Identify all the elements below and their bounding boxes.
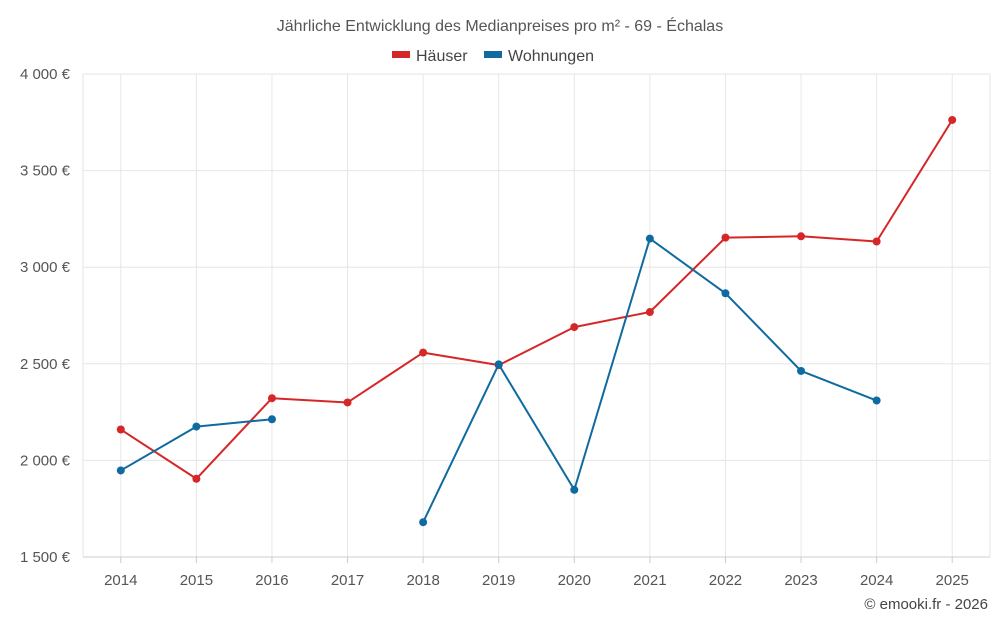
data-point-wohnungen[interactable]: [116, 466, 125, 475]
legend-label-haeuser: Häuser: [416, 48, 468, 65]
series: [116, 115, 957, 527]
data-point-wohnungen[interactable]: [797, 366, 806, 375]
data-point-wohnungen[interactable]: [267, 415, 276, 424]
credit-text: © emooki.fr - 2026: [864, 596, 988, 613]
x-tick-label: 2024: [860, 572, 893, 589]
axes: 1 500 € 2 000 € 2 500 € 3 000 € 3 500 € 4 000…: [20, 66, 990, 589]
data-point-haeuser[interactable]: [267, 394, 276, 403]
x-tick-label: 2014: [104, 572, 137, 589]
grid: [82, 73, 991, 557]
y-tick-label: 1 500 €: [20, 549, 71, 566]
legend-label-wohnungen: Wohnungen: [508, 48, 594, 65]
x-tick-label: 2021: [633, 572, 666, 589]
data-point-haeuser[interactable]: [343, 398, 352, 407]
data-point-wohnungen[interactable]: [721, 289, 730, 298]
data-point-haeuser[interactable]: [419, 348, 428, 357]
y-tick-label: 3 500 €: [20, 163, 71, 180]
x-tick-label: 2022: [709, 572, 742, 589]
x-tick-label: 2016: [255, 572, 288, 589]
chart-title: Jährliche Entwicklung des Medianpreises …: [277, 16, 723, 35]
y-tick-label: 4 000 €: [20, 66, 71, 83]
series-line-haeuser: [120, 119, 954, 480]
x-tick-label: 2023: [784, 572, 817, 589]
data-point-haeuser[interactable]: [872, 237, 881, 246]
data-point-wohnungen[interactable]: [570, 485, 579, 494]
x-tick-label: 2020: [558, 572, 591, 589]
data-point-wohnungen[interactable]: [872, 396, 881, 405]
legend-swatch-wohnungen: [484, 51, 502, 58]
x-tick-label: 2025: [936, 572, 969, 589]
x-tick-label: 2015: [180, 572, 213, 589]
data-point-wohnungen[interactable]: [419, 518, 428, 527]
x-tick-label: 2018: [406, 572, 439, 589]
x-tick-label: 2017: [331, 572, 364, 589]
data-point-haeuser[interactable]: [948, 115, 957, 124]
data-point-haeuser[interactable]: [797, 232, 806, 241]
legend-item-haeuser[interactable]: Häuser: [392, 48, 468, 65]
data-point-haeuser[interactable]: [116, 425, 125, 434]
y-tick-label: 2 500 €: [20, 356, 71, 373]
data-point-wohnungen[interactable]: [494, 360, 503, 369]
legend-swatch-haeuser: [392, 51, 410, 58]
data-point-wohnungen[interactable]: [645, 234, 654, 243]
data-point-wohnungen[interactable]: [192, 422, 201, 431]
legend-item-wohnungen[interactable]: Wohnungen: [484, 48, 594, 65]
y-tick-label: 3 000 €: [20, 259, 71, 276]
legend: Häuser Wohnungen: [392, 48, 594, 65]
data-point-haeuser[interactable]: [192, 474, 201, 483]
data-point-haeuser[interactable]: [721, 233, 730, 242]
y-tick-label: 2 000 €: [20, 452, 71, 469]
data-point-haeuser[interactable]: [570, 323, 579, 332]
series-haeuser: [116, 115, 957, 483]
x-tick-label: 2019: [482, 572, 515, 589]
data-point-haeuser[interactable]: [645, 308, 654, 317]
series-wohnungen: [116, 234, 881, 527]
